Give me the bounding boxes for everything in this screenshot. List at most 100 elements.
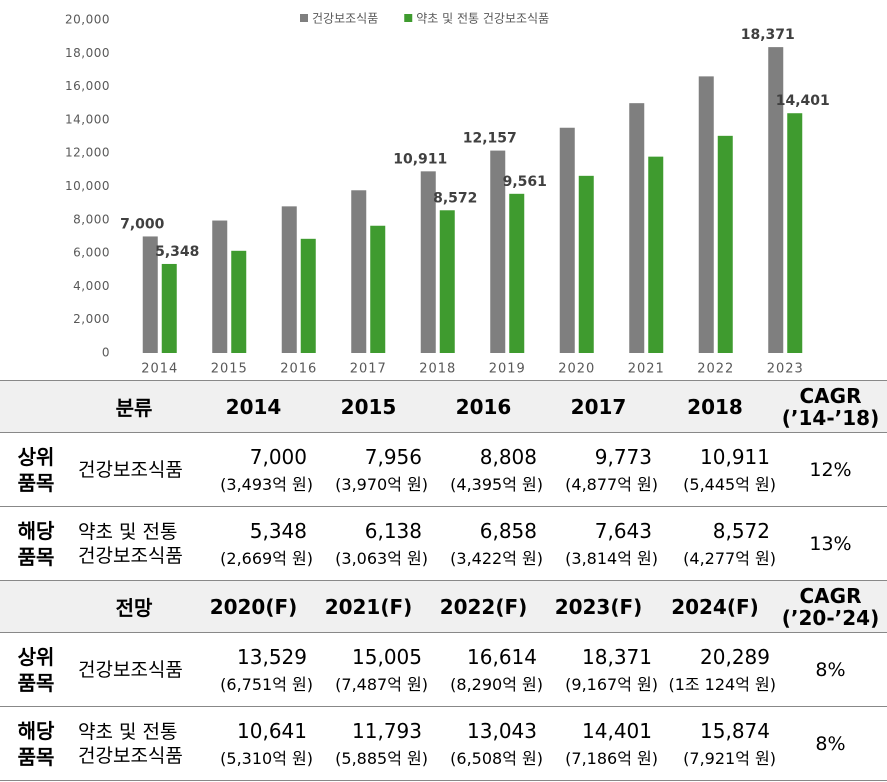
value: 13,043 (467, 718, 537, 743)
x-tick-label: 2023 (767, 362, 804, 377)
bar (281, 206, 297, 353)
header-cell: CAGR (’20-’24) (774, 580, 887, 633)
value-cell: 15,005 (7,487억 원) (311, 632, 428, 707)
x-tick-label: 2016 (280, 362, 317, 377)
value-cell: 10,911 (5,445억 원) (656, 432, 776, 507)
cagr-header: CAGR (799, 383, 862, 408)
value-cell: 15,874 (7,921억 원) (656, 706, 776, 781)
value: 6,138 (364, 518, 422, 543)
header-row: 전망 2020(F) 2021(F) 2022(F) 2023(F) 2024(F) CAG… (0, 580, 887, 633)
value: 5,348 (249, 518, 307, 543)
header-cell: 2024(F) (656, 580, 774, 633)
y-tick-label: 20,000 (65, 13, 110, 27)
data-label: 9,561 (503, 174, 547, 190)
cagr-header: (’14-’18) (781, 405, 880, 430)
bar (161, 263, 177, 353)
bar (787, 113, 803, 353)
bar (351, 190, 367, 353)
won: (3,970억 원) (335, 474, 428, 494)
won: (7,487억 원) (335, 674, 428, 694)
won: (4,877억 원) (565, 474, 658, 494)
bar (509, 193, 525, 353)
value: 11,793 (352, 718, 422, 743)
bar (717, 135, 733, 353)
group-label: 해당 (17, 718, 55, 743)
data-label: 5,348 (155, 244, 199, 260)
bar (142, 236, 158, 353)
header-cell: 2017 (541, 380, 656, 433)
header-cell: 분류 (72, 380, 196, 433)
value: 15,005 (352, 644, 422, 669)
y-tick-label: 6,000 (73, 246, 110, 260)
value: 20,289 (700, 644, 770, 669)
won: (4,395억 원) (450, 474, 543, 494)
group-cell: 해당 품목 (0, 706, 72, 781)
tables: 분류 2014 2015 2016 2017 2018 CAGR (’14-’18) 상위 품목 건… (0, 380, 887, 781)
y-tick-label: 14,000 (65, 112, 110, 126)
x-tick-label: 2020 (558, 362, 595, 377)
won: (3,814억 원) (565, 548, 658, 568)
bar (420, 171, 436, 353)
bar (648, 156, 664, 353)
x-tick-label: 2015 (211, 362, 248, 377)
value-cell: 6,858 (3,422억 원) (426, 506, 543, 581)
data-label: 18,371 (741, 27, 795, 43)
header-cell: 2023(F) (541, 580, 656, 633)
x-tick-label: 2021 (628, 362, 665, 377)
value: 10,641 (237, 718, 307, 743)
item-cell: 약초 및 전통 건강보조식품 (72, 506, 196, 581)
value: 7,643 (594, 518, 652, 543)
item-cell: 약초 및 전통 건강보조식품 (72, 706, 196, 781)
header-cell: 전망 (72, 580, 196, 633)
x-tick-label: 2022 (697, 362, 734, 377)
value: 18,371 (582, 644, 652, 669)
item-label: 건강보조식품 (78, 458, 183, 481)
header-cell (0, 380, 72, 433)
value-cell: 7,000 (3,493억 원) (196, 432, 313, 507)
value: 8,572 (712, 518, 770, 543)
won: (5,885억 원) (335, 748, 428, 768)
group-label: 품목 (17, 670, 55, 695)
header-cell: 2015 (311, 380, 426, 433)
bar (578, 175, 594, 353)
data-label: 10,911 (393, 151, 447, 167)
header-cell: 2020(F) (196, 580, 311, 633)
won: (4,277억 원) (683, 548, 776, 568)
value-cell: 13,043 (6,508억 원) (426, 706, 543, 781)
bar (370, 225, 386, 353)
group-label: 품목 (17, 744, 55, 769)
x-tick-label: 2019 (489, 362, 526, 377)
data-row: 해당 품목 약초 및 전통 건강보조식품 5,348 (2,669억 원) 6,138 (3,… (0, 506, 887, 581)
won: (6,751억 원) (220, 674, 313, 694)
group-cell: 해당 품목 (0, 506, 72, 581)
won: (7,186억 원) (565, 748, 658, 768)
bar (212, 220, 228, 353)
item-label: 건강보조식품 (78, 658, 183, 681)
group-label: 품목 (17, 470, 55, 495)
header-row: 분류 2014 2015 2016 2017 2018 CAGR (’14-’18) (0, 380, 887, 433)
bar (629, 103, 645, 353)
legend-swatch (404, 14, 413, 22)
value-cell: 13,529 (6,751억 원) (196, 632, 313, 707)
legend-swatch (300, 14, 308, 22)
cagr-cell: 8% (774, 706, 887, 781)
data-label: 8,572 (433, 190, 477, 206)
y-tick-label: 0 (102, 346, 110, 360)
value: 14,401 (582, 718, 652, 743)
header-cell: 2016 (426, 380, 541, 433)
won: (5,310억 원) (220, 748, 313, 768)
value: 10,911 (700, 444, 770, 469)
y-tick-label: 4,000 (73, 279, 110, 293)
value-cell: 9,773 (4,877억 원) (541, 432, 658, 507)
bar (768, 47, 784, 353)
y-tick-label: 18,000 (65, 46, 110, 60)
item-cell: 건강보조식품 (72, 432, 196, 507)
y-tick-label: 16,000 (65, 79, 110, 93)
header-cell: 2021(F) (311, 580, 426, 633)
value: 13,529 (237, 644, 307, 669)
value-cell: 10,641 (5,310억 원) (196, 706, 313, 781)
legend-label: 약초 및 전통 건강보조식품 (416, 11, 549, 26)
cagr-cell: 13% (774, 506, 887, 581)
value: 16,614 (467, 644, 537, 669)
